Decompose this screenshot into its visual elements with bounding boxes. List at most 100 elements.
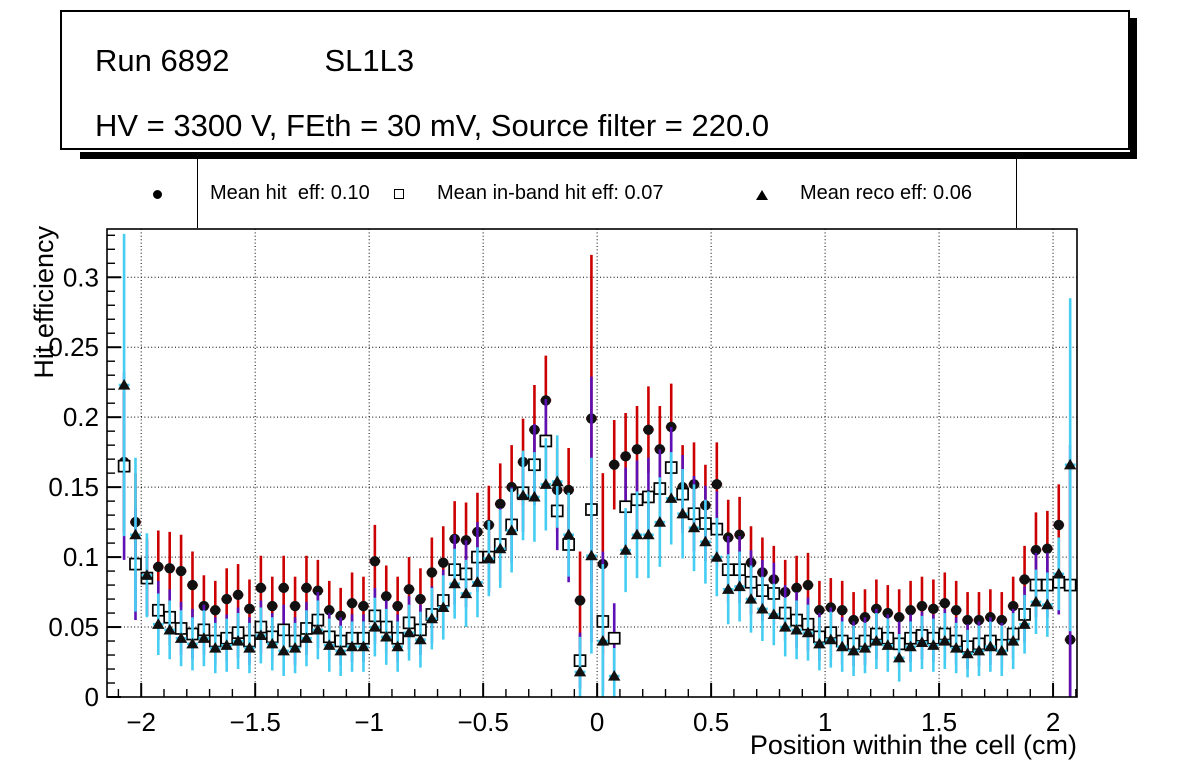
data-point xyxy=(710,551,724,562)
data-point xyxy=(551,475,564,487)
chamber-layer: SL1L3 xyxy=(324,43,415,78)
data-point xyxy=(814,605,825,616)
data-point xyxy=(197,632,211,643)
data-point xyxy=(870,635,883,646)
data-point xyxy=(596,635,610,646)
data-point xyxy=(232,589,244,601)
data-point xyxy=(892,651,906,663)
data-point xyxy=(345,640,359,652)
filled-circle-icon xyxy=(153,190,162,199)
legend-label-inband-eff: Mean in-band hit eff: 0.07 xyxy=(437,182,664,204)
series-mean-reco-eff xyxy=(117,233,1077,697)
data-point xyxy=(346,598,358,609)
data-point xyxy=(916,600,928,612)
data-point xyxy=(244,603,255,615)
data-point xyxy=(415,593,426,605)
y-tick-label: 0.05 xyxy=(48,612,99,642)
data-point xyxy=(311,623,325,635)
data-point xyxy=(209,642,222,653)
data-point xyxy=(153,561,164,573)
data-point xyxy=(779,621,792,632)
data-point xyxy=(210,605,221,616)
data-point xyxy=(1007,600,1019,612)
data-point xyxy=(494,542,507,554)
data-point xyxy=(802,579,814,591)
data-point xyxy=(882,607,893,619)
data-point xyxy=(699,535,712,547)
data-point xyxy=(858,642,872,653)
data-point xyxy=(539,478,553,489)
data-point xyxy=(950,605,962,616)
data-point xyxy=(927,639,940,650)
data-point xyxy=(300,632,313,643)
data-point xyxy=(733,580,746,592)
data-point xyxy=(1042,543,1053,554)
legend-label-hit-eff: Mean hit eff: 0.10 xyxy=(210,182,370,204)
data-point xyxy=(163,623,176,635)
x-tick-label: −0.5 xyxy=(457,707,508,737)
data-point xyxy=(608,670,621,681)
data-point xyxy=(905,605,916,616)
data-point xyxy=(368,621,382,632)
y-tick-label: 0.25 xyxy=(48,332,99,362)
y-tick-label: 0.2 xyxy=(63,402,99,432)
data-point xyxy=(881,639,894,650)
data-point xyxy=(1006,635,1020,646)
data-point xyxy=(267,600,278,612)
data-point xyxy=(255,582,267,594)
data-point xyxy=(654,444,666,455)
data-point xyxy=(380,630,393,642)
data-point xyxy=(381,591,392,602)
data-point xyxy=(711,479,723,490)
data-point xyxy=(140,569,154,580)
x-tick-label: −1.5 xyxy=(230,707,281,737)
data-point xyxy=(187,579,198,591)
data-point xyxy=(438,557,449,568)
y-tick-labels: 0 0.05 0.1 0.15 0.2 0.25 0.3 xyxy=(48,262,99,712)
data-point xyxy=(357,640,370,652)
data-point xyxy=(620,451,631,462)
data-point xyxy=(563,484,574,496)
run-number: Run 6892 xyxy=(95,43,230,78)
data-point xyxy=(972,644,986,656)
data-point xyxy=(904,640,917,652)
title-line-1: Run 6892 SL1L3 xyxy=(95,43,414,79)
x-tick-label: 0 xyxy=(590,707,604,737)
y-tick-label: 0.3 xyxy=(63,262,99,292)
data-point xyxy=(175,565,187,577)
x-tick-label: 1.5 xyxy=(921,707,957,737)
data-point xyxy=(164,563,175,574)
data-point xyxy=(961,647,974,659)
data-point xyxy=(505,524,518,536)
data-point xyxy=(653,516,667,527)
data-point xyxy=(1030,544,1042,556)
data-point xyxy=(528,490,541,502)
data-point xyxy=(1052,567,1065,579)
data-point xyxy=(174,632,188,643)
x-tick-label: −2 xyxy=(126,707,156,737)
x-tick-label: 2 xyxy=(1046,707,1060,737)
data-point xyxy=(243,642,256,653)
y-tick-label: 0.1 xyxy=(63,542,99,572)
data-point xyxy=(220,639,233,650)
x-axis-title: Position within the cell (cm) xyxy=(750,730,1077,760)
data-point xyxy=(391,640,404,652)
data-point xyxy=(665,492,678,503)
data-point xyxy=(687,521,701,533)
data-point xyxy=(448,577,461,589)
data-point xyxy=(266,637,279,649)
data-point xyxy=(984,640,997,652)
data-point xyxy=(734,529,745,540)
data-point xyxy=(426,567,438,578)
data-point xyxy=(996,614,1007,626)
data-point xyxy=(277,644,290,656)
data-point xyxy=(369,556,381,567)
data-point xyxy=(642,528,655,540)
x-tick-label: −1 xyxy=(354,707,384,737)
data-point xyxy=(630,528,644,540)
data-point xyxy=(938,635,951,646)
data-point xyxy=(791,582,802,594)
data-point xyxy=(1053,519,1064,531)
